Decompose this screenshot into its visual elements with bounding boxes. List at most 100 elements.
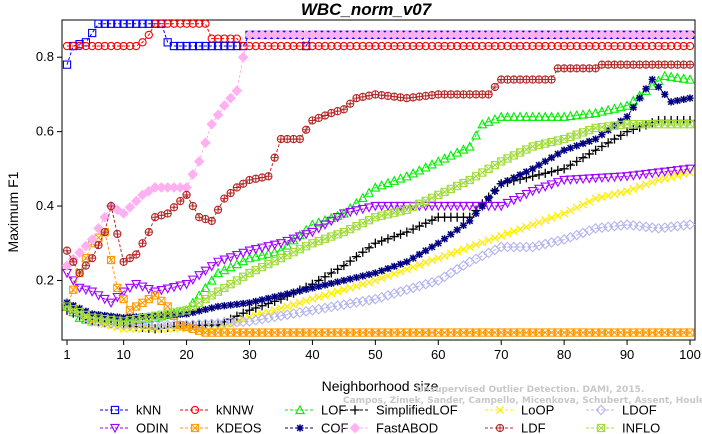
legend-item-knn: kNN bbox=[100, 403, 161, 418]
data-point bbox=[376, 291, 388, 303]
data-point bbox=[357, 192, 368, 203]
data-point bbox=[445, 267, 457, 279]
data-point bbox=[390, 41, 399, 51]
data-point bbox=[327, 108, 336, 118]
data-point bbox=[168, 283, 179, 293]
data-point bbox=[409, 254, 417, 262]
data-point bbox=[660, 41, 669, 51]
data-point bbox=[547, 41, 556, 51]
data-point bbox=[301, 125, 311, 134]
data-point bbox=[453, 247, 462, 256]
data-point bbox=[383, 91, 393, 101]
data-point bbox=[144, 227, 153, 237]
legend-item-kdeos: KDEOS bbox=[180, 421, 262, 434]
data-point bbox=[471, 240, 481, 249]
data-point bbox=[251, 303, 261, 313]
x-tick-label: 90 bbox=[620, 347, 634, 362]
data-point bbox=[201, 41, 210, 51]
data-point bbox=[296, 287, 304, 295]
data-point bbox=[257, 249, 268, 260]
data-point bbox=[585, 137, 593, 145]
data-point bbox=[81, 38, 91, 47]
data-point bbox=[573, 142, 581, 150]
data-point bbox=[628, 171, 639, 181]
data-point bbox=[396, 260, 405, 268]
data-point bbox=[415, 260, 424, 269]
data-point bbox=[200, 266, 211, 277]
data-point bbox=[516, 225, 525, 234]
data-point bbox=[327, 41, 336, 51]
legend-item-knnw: kNNW bbox=[180, 403, 254, 418]
data-point bbox=[554, 150, 562, 158]
data-point bbox=[471, 130, 482, 140]
data-point bbox=[307, 227, 318, 238]
data-point bbox=[464, 201, 475, 212]
data-point bbox=[540, 182, 551, 192]
data-point bbox=[181, 280, 192, 290]
data-point bbox=[212, 109, 224, 121]
x-tick-label: 10 bbox=[116, 347, 130, 362]
y-tick-label: 0.4 bbox=[36, 198, 54, 213]
data-point bbox=[565, 160, 576, 170]
data-point bbox=[383, 41, 393, 51]
data-point bbox=[547, 213, 556, 223]
data-point bbox=[282, 240, 293, 250]
series-fastabod bbox=[61, 29, 696, 271]
data-point bbox=[358, 247, 368, 257]
data-point bbox=[220, 194, 229, 203]
data-point bbox=[684, 219, 696, 231]
data-point bbox=[503, 177, 512, 185]
data-point bbox=[484, 90, 493, 99]
data-point bbox=[271, 293, 279, 301]
data-point bbox=[447, 230, 455, 238]
data-point bbox=[289, 300, 298, 309]
data-point bbox=[232, 183, 242, 192]
data-point bbox=[338, 299, 350, 311]
data-point bbox=[264, 172, 273, 181]
data-point bbox=[382, 201, 393, 212]
data-point bbox=[132, 41, 141, 51]
data-point bbox=[227, 301, 235, 309]
data-point bbox=[352, 41, 361, 51]
data-point bbox=[667, 98, 675, 106]
data-point bbox=[478, 202, 486, 210]
data-point bbox=[333, 278, 342, 286]
data-point bbox=[143, 284, 154, 295]
data-point bbox=[238, 248, 249, 259]
data-point bbox=[301, 230, 312, 240]
data-point bbox=[176, 19, 185, 28]
data-point bbox=[262, 312, 274, 324]
data-point bbox=[277, 291, 285, 299]
data-point bbox=[118, 287, 129, 297]
data-point bbox=[666, 71, 677, 81]
data-point bbox=[673, 97, 682, 105]
data-point bbox=[615, 101, 626, 112]
data-point bbox=[439, 201, 450, 212]
data-point bbox=[471, 201, 482, 212]
data-point bbox=[321, 281, 329, 289]
data-point bbox=[258, 296, 266, 304]
data-point bbox=[559, 111, 570, 121]
data-point bbox=[560, 209, 569, 218]
data-point bbox=[553, 41, 562, 51]
data-point bbox=[578, 41, 588, 51]
data-point bbox=[629, 103, 637, 112]
legend-item-fastabod: FastABOD bbox=[340, 421, 438, 434]
data-point bbox=[81, 261, 91, 270]
data-point bbox=[113, 229, 122, 239]
data-point bbox=[231, 251, 242, 261]
data-point bbox=[414, 221, 425, 231]
data-point bbox=[647, 169, 658, 179]
data-point bbox=[678, 165, 689, 175]
data-point bbox=[472, 209, 480, 218]
data-point bbox=[113, 41, 122, 51]
data-point bbox=[352, 281, 361, 291]
data-point bbox=[106, 255, 116, 265]
data-point bbox=[346, 99, 355, 108]
data-point bbox=[269, 246, 280, 257]
data-point bbox=[208, 304, 216, 312]
data-point bbox=[584, 149, 594, 159]
data-point bbox=[427, 256, 437, 265]
data-point bbox=[672, 72, 683, 82]
data-point bbox=[370, 238, 380, 248]
